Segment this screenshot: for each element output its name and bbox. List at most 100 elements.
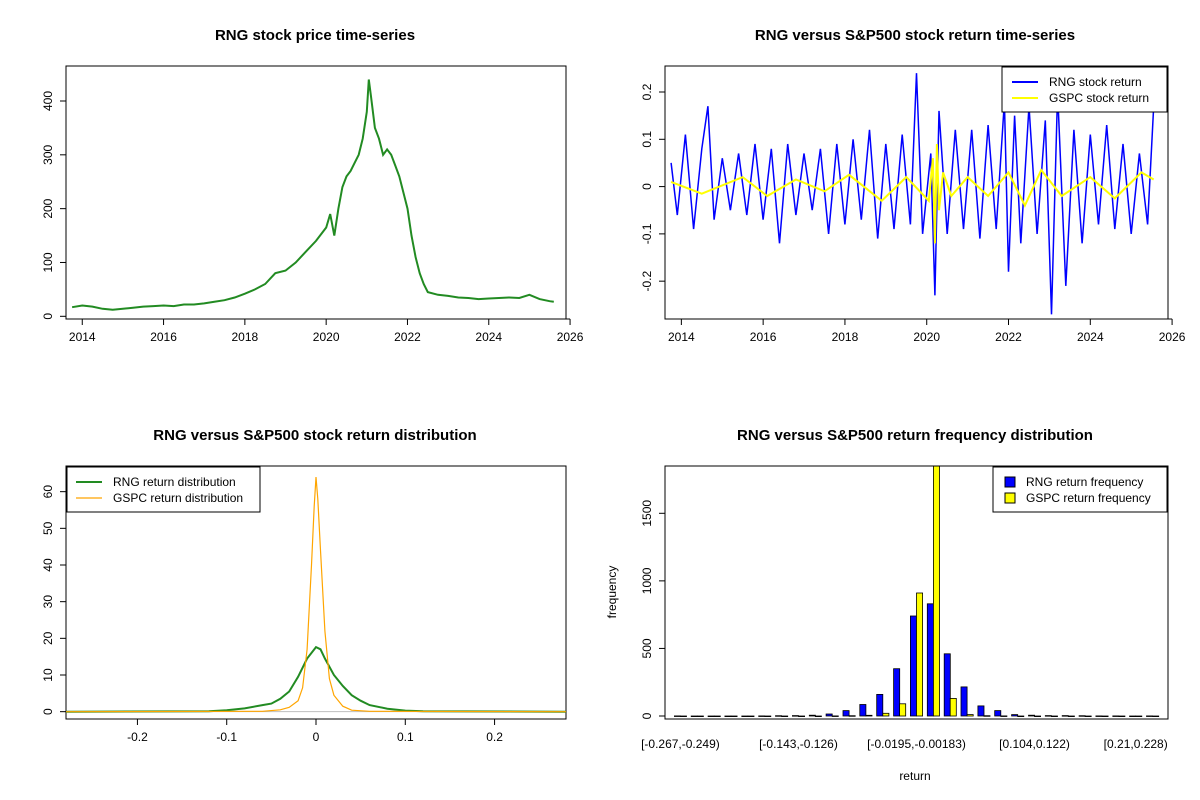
density-x-tick-label: -0.1 [216,730,237,744]
density-chart-title: RNG versus S&P500 stock return distribut… [153,427,476,444]
price-x-tick-label: 2014 [69,330,96,344]
rng-frequency-bar [707,715,715,718]
gspc-frequency-bar [1051,715,1058,718]
returns-legend-box [1001,66,1168,113]
rng-frequency-bar [1011,714,1019,717]
frequency-bars [674,465,1160,718]
density-y-tick-label: 10 [41,668,55,682]
rng-frequency-bar [690,715,698,718]
gspc-frequency-bar [747,715,755,718]
rng-frequency-bar [1095,715,1103,717]
returns-x-tick-label: 2026 [1159,330,1186,344]
rng-frequency-bar [825,713,833,717]
gspc-frequency-bar [1017,715,1025,718]
price-x-tick-label: 2020 [313,330,340,344]
frequency-y-tick-label: 1000 [640,567,654,594]
rng-frequency-bar [1129,715,1137,718]
density-chart: RNG versus S&P500 stock return distribut… [41,427,567,744]
rng-frequency-bar [1061,715,1069,717]
price-chart-title: RNG stock price time-series [215,27,415,44]
price-y-tick-label: 0 [41,313,55,320]
gspc-frequency-bar [798,715,805,718]
rng-density-curve [65,645,567,713]
gspc-frequency-bar [831,715,839,717]
price-x-tick-label: 2026 [557,330,584,344]
returns-axes: 2014 2016 2018 2020 2022 2024 2026 -0.2 -0.1 0 0.1… [640,83,1186,344]
density-axes: -0.2 -0.1 0 0.1 0.2 0 10 20 30 40 50 60 [41,485,503,744]
density-y-tick-label: 50 [41,521,55,535]
returns-y-tick-label: -0.1 [640,223,654,244]
returns-x-tick-label: 2024 [1077,330,1104,344]
legend-rng-frequency-label: RNG return frequency [1026,475,1143,489]
frequency-y-tick-label: 500 [640,638,654,658]
price-plot-frame [65,65,567,320]
legend-gspc-frequency-label: GSPC return frequency [1026,491,1151,505]
rng-frequency-bar [792,715,799,717]
frequency-x-tick-label: [-0.0195,-0.00183) [867,737,966,751]
gspc-frequency-bar [933,465,940,717]
gspc-frequency-bar [848,715,856,717]
rng-frequency-bar [1112,715,1120,717]
rng-frequency-bar [724,715,732,718]
price-chart: RNG stock price time-series 2014 2016 2018… [41,27,584,344]
density-y-tick-label: 40 [41,558,55,572]
density-x-tick-label: 0 [313,730,320,744]
rng-frequency-bar [674,715,681,717]
gspc-frequency-bar [781,715,789,718]
legend-rng-return-label: RNG stock return [1049,75,1142,89]
frequency-axes: 0 500 1000 1500 [-0.267,-0.249) [-0.143,-0.12… [640,500,1168,751]
rng-frequency-bar [775,715,782,717]
gspc-frequency-bar [696,715,704,718]
frequency-y-axis-label: frequency [605,566,619,619]
legend-rng-frequency-swatch [1004,476,1016,488]
rng-frequency-bar [859,704,867,717]
frequency-x-tick-label: [0.21,0.228) [1104,737,1168,751]
density-y-tick-label: 30 [41,595,55,609]
frequency-x-tick-label: [0.104,0.122) [999,737,1070,751]
gspc-frequency-bar [1067,715,1075,718]
price-y-tick-label: 400 [41,91,55,111]
frequency-legend-box [992,466,1168,513]
returns-legend: RNG stock return GSPC stock return [1001,66,1168,113]
returns-x-tick-label: 2016 [750,330,777,344]
gspc-frequency-bar [1034,715,1041,718]
frequency-chart: RNG versus S&P500 return frequency distr… [605,427,1169,783]
rng-frequency-bar [842,710,850,717]
rng-frequency-bar [893,668,901,717]
density-legend: RNG return distribution GSPC return dist… [66,466,261,513]
returns-y-tick-label: 0.2 [640,83,654,100]
gspc-frequency-bar [949,698,957,717]
frequency-x-axis-label: return [899,769,930,783]
gspc-density-curve [65,476,567,713]
rng-frequency-bar [808,714,816,717]
gspc-frequency-bar [966,714,974,717]
frequency-legend: RNG return frequency GSPC return frequen… [992,466,1168,513]
rng-frequency-bar [1146,715,1153,717]
gspc-frequency-bar [882,712,890,717]
density-y-tick-label: 60 [41,485,55,499]
frequency-y-tick-label: 0 [640,712,654,719]
frequency-y-tick-label: 1500 [640,500,654,527]
rng-frequency-bar [741,715,749,718]
returns-chart: RNG versus S&P500 stock return time-seri… [640,27,1186,344]
gspc-frequency-bar [730,715,738,718]
rng-frequency-bar [1078,715,1086,717]
rng-frequency-bar [910,615,917,717]
gspc-frequency-bar [1152,715,1160,718]
price-x-tick-label: 2022 [394,330,421,344]
gspc-frequency-bar [1000,715,1008,717]
price-series-line [71,79,554,311]
rng-frequency-bar [943,653,951,717]
rng-frequency-bar [1044,715,1052,717]
returns-chart-title: RNG versus S&P500 stock return time-seri… [755,27,1075,44]
rng-frequency-bar [960,686,968,717]
legend-gspc-return-label: GSPC stock return [1049,91,1149,105]
returns-x-tick-label: 2018 [832,330,859,344]
legend-gspc-frequency-swatch [1004,492,1016,504]
rng-frequency-bar [758,715,766,717]
returns-x-tick-label: 2022 [995,330,1022,344]
gspc-frequency-bar [1084,715,1092,718]
frequency-x-tick-label: [-0.267,-0.249) [641,737,720,751]
gspc-frequency-bar [865,714,873,717]
density-x-tick-label: 0.1 [397,730,414,744]
